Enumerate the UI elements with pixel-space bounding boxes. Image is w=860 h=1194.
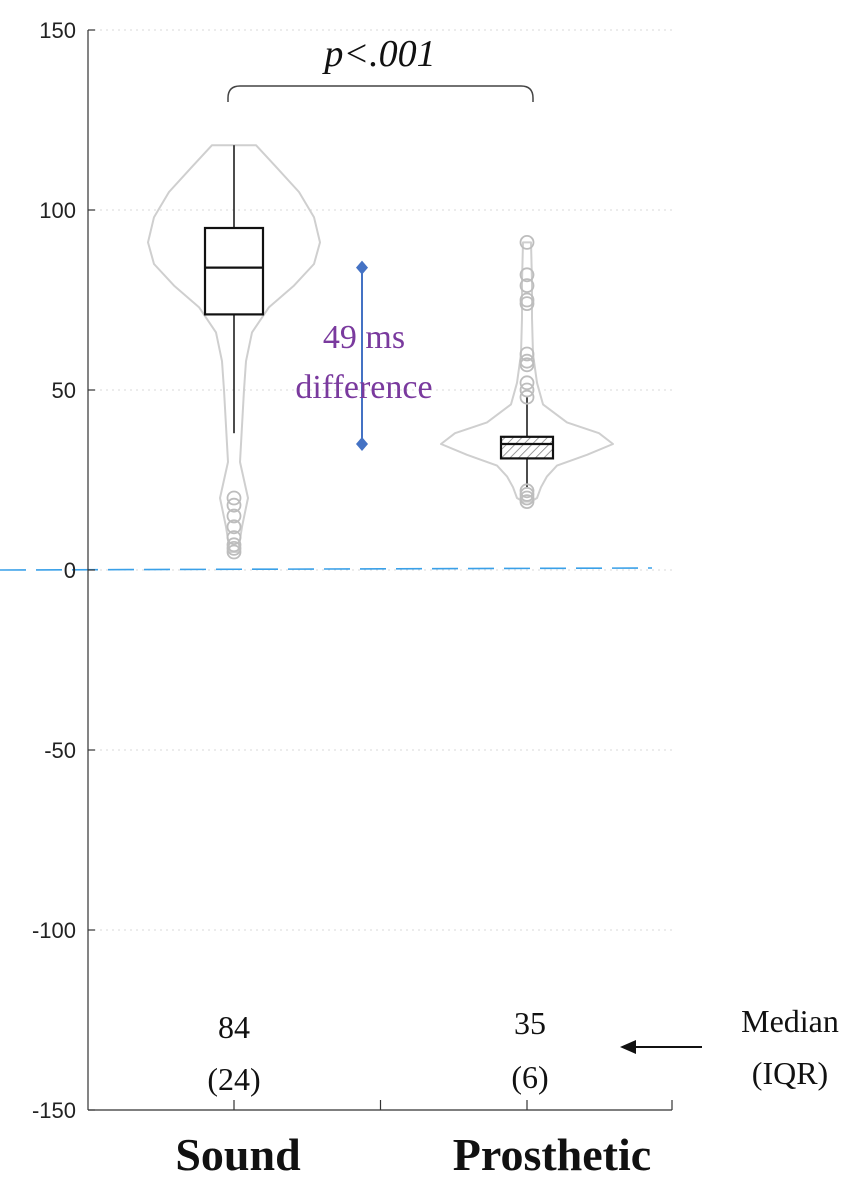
significance-bracket (227, 85, 534, 102)
outlier-point (519, 389, 535, 405)
difference-endpoint (356, 260, 368, 275)
outlier-point (226, 541, 242, 556)
y-tick-label: -150 (32, 1098, 76, 1123)
outlier-point (519, 357, 535, 373)
violin-sound (147, 144, 321, 553)
outlier-point (519, 353, 535, 369)
outlier-point (226, 508, 242, 524)
sound-box (203, 226, 265, 316)
outlier-point (226, 490, 242, 506)
outlier-point (519, 382, 535, 398)
y-tick-label: 150 (39, 18, 76, 43)
y-tick-label: -50 (44, 738, 76, 763)
y-tick-label: 0 (64, 558, 76, 583)
prosthetic-median-label: 35 (514, 1005, 546, 1041)
significance-label: p<.001 (321, 33, 435, 75)
y-tick-label: 50 (52, 378, 76, 403)
grid-lines (88, 29, 672, 931)
sound-median-label: 84 (218, 1009, 250, 1045)
annotation-line2: (IQR) (752, 1055, 828, 1091)
y-tick-label: -100 (32, 918, 76, 943)
sound-iqr-label: (24) (207, 1061, 260, 1097)
annotation-arrow-head (620, 1040, 636, 1054)
category-label-prosthetic: Prosthetic (453, 1129, 651, 1180)
outliers (226, 234, 535, 560)
y-tick-label: 100 (39, 198, 76, 223)
boxplots (203, 145, 555, 488)
outlier-point (519, 296, 535, 312)
difference-endpoint (356, 437, 368, 451)
outlier-point (226, 537, 242, 553)
difference-label-line2: difference (295, 369, 432, 406)
axes: 150 100 50 0 -50 -100 -150 (32, 18, 673, 1123)
outlier-point (519, 292, 535, 308)
outlier-point (519, 234, 535, 250)
outlier-point (519, 375, 535, 391)
difference-label-line1: 49 ms (323, 319, 405, 356)
zero-reference-line (0, 567, 653, 571)
difference-marker (356, 260, 368, 451)
outlier-point (519, 494, 535, 510)
outlier-point (226, 519, 242, 535)
category-label-sound: Sound (175, 1129, 301, 1180)
violin-prosthetic (440, 241, 614, 503)
prosthetic-box (499, 435, 555, 460)
outlier-point (226, 497, 242, 513)
outlier-point (519, 483, 535, 499)
zero-line (0, 567, 653, 571)
prosthetic-iqr-label: (6) (511, 1059, 548, 1095)
outlier-point (226, 544, 242, 560)
outlier-point (519, 486, 535, 502)
violins (147, 144, 614, 553)
outlier-point (226, 530, 242, 545)
outlier-point (519, 346, 535, 362)
outlier-point (519, 267, 535, 283)
annotation-line1: Median (741, 1003, 839, 1039)
outlier-point (519, 490, 535, 506)
outlier-point (519, 278, 535, 294)
